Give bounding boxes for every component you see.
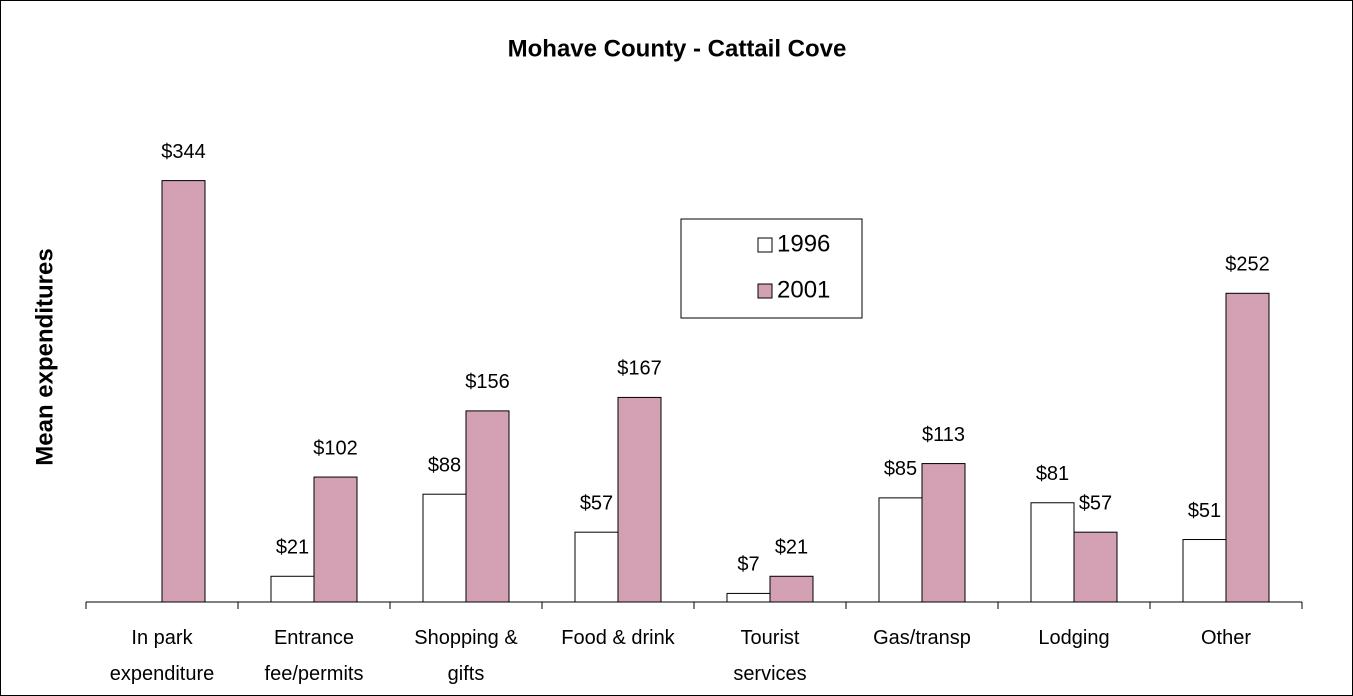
x-tick-label-box: Gas/transp	[873, 627, 971, 649]
x-tick-label: Lodging	[1038, 627, 1110, 649]
x-tick-label-box: Entrance fee/permits	[264, 627, 364, 685]
legend-swatch	[757, 237, 773, 253]
bar	[1030, 502, 1075, 603]
value-label: $113	[922, 424, 965, 446]
bar	[1225, 292, 1270, 603]
x-tick-label-box: Shopping & gifts	[414, 627, 518, 685]
x-tick-label: Entrance fee/permits	[264, 627, 364, 685]
value-label: $85	[884, 458, 917, 480]
value-label: $57	[1079, 492, 1112, 514]
bar	[161, 180, 206, 603]
value-label: $81	[1036, 463, 1069, 485]
x-tick-label: In park expenditure	[109, 627, 215, 685]
legend-label: 1996	[777, 230, 830, 257]
value-label: $57	[580, 492, 613, 514]
legend-swatch	[757, 283, 773, 299]
bar	[617, 396, 662, 603]
x-tick-label-box: Tourist services	[733, 627, 807, 685]
chart-title: Mohave County - Cattail Cove	[508, 35, 847, 62]
x-tick-label-box: In park expenditure	[109, 627, 215, 685]
bar	[574, 531, 619, 603]
legend-label: 2001	[777, 276, 830, 303]
value-label: $252	[1225, 254, 1270, 276]
value-label: $167	[617, 358, 662, 380]
value-label: $21	[775, 537, 808, 559]
x-tick-label: Gas/transp	[873, 627, 971, 649]
value-label: $21	[276, 537, 309, 559]
bar	[769, 575, 814, 603]
bar	[1182, 539, 1227, 603]
bar	[726, 592, 771, 603]
value-label: $51	[1188, 500, 1221, 522]
x-tick-label-box: Food & drink	[561, 627, 675, 649]
value-label: $7	[737, 554, 759, 576]
bar	[465, 410, 510, 603]
bar	[422, 493, 467, 603]
x-tick-label: Shopping & gifts	[414, 627, 518, 685]
x-tick-label-box: Other	[1200, 627, 1252, 649]
value-label: $102	[313, 437, 358, 459]
legend-box	[680, 218, 863, 319]
value-label: $156	[465, 371, 510, 393]
bar	[878, 497, 923, 603]
y-axis-label: Mean expenditures	[31, 248, 58, 465]
bar	[1073, 531, 1118, 603]
bar	[270, 575, 315, 603]
x-tick-label: Other	[1200, 627, 1252, 649]
x-tick-label-box: Lodging	[1038, 627, 1110, 649]
bar	[921, 463, 966, 603]
x-tick-label: Tourist services	[733, 627, 807, 685]
bar	[313, 476, 358, 603]
x-tick-label: Food & drink	[561, 627, 675, 649]
value-label: $344	[161, 141, 206, 163]
value-label: $88	[428, 454, 461, 476]
